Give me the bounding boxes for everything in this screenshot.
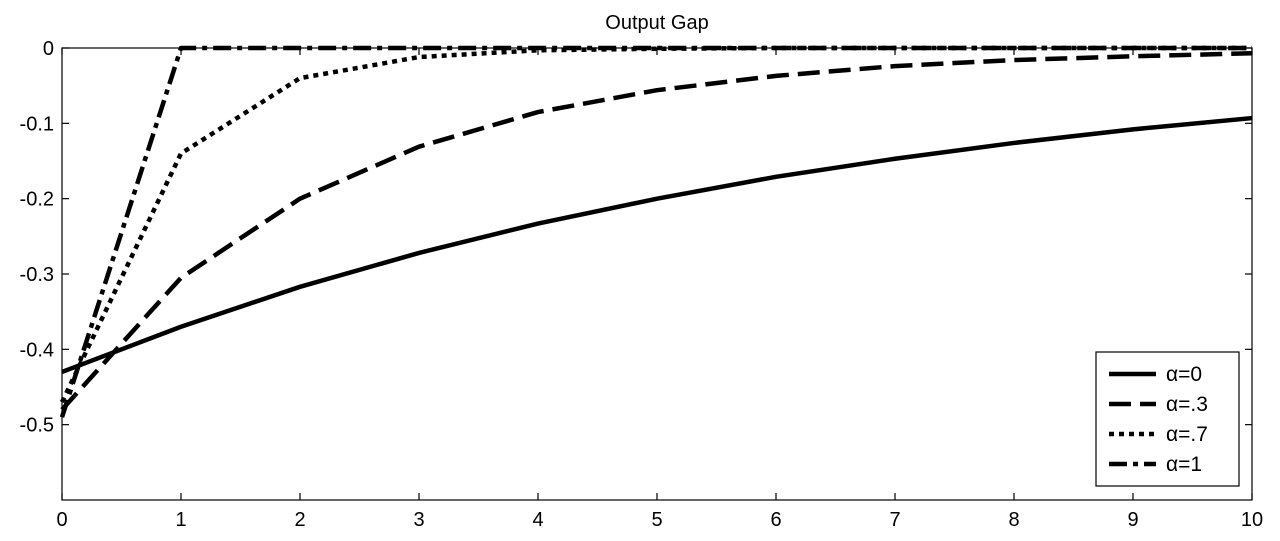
legend-label: α=0 (1166, 363, 1202, 386)
y-tick-label: -0.5 (20, 415, 54, 437)
legend-label: α=.7 (1166, 423, 1208, 446)
series-line-dashed (60, 51, 1253, 412)
x-tick-label: 7 (889, 509, 900, 531)
chart-title: Output Gap (605, 12, 708, 34)
legend: α=0 α=.3 α=.7 α=1 (1095, 351, 1240, 487)
x-tick-label: 1 (175, 509, 186, 531)
y-tick-label: -0.4 (20, 339, 54, 361)
y-tick-label: -0.1 (20, 113, 54, 135)
y-tick-label: -0.3 (20, 264, 54, 286)
axis-ticks: 0 1 2 3 4 5 6 7 8 9 10 0 -0.1 -0.2 -0.3 -0.4 -0.5 (20, 38, 1264, 531)
x-tick-label: 10 (1241, 509, 1263, 531)
legend-label: α=.3 (1166, 393, 1208, 416)
x-tick-label: 4 (532, 509, 543, 531)
x-tick-label: 2 (294, 509, 305, 531)
x-tick-label: 3 (413, 509, 424, 531)
series-line-dashdot (59, 45, 1252, 418)
series-line-dotted (59, 45, 1252, 404)
y-tick-label: 0 (43, 38, 54, 60)
x-tick-label: 5 (651, 509, 662, 531)
x-tick-label: 0 (56, 509, 67, 531)
x-tick-label: 6 (770, 509, 781, 531)
y-tick-label: -0.2 (20, 189, 54, 211)
plot-frame (61, 47, 1253, 501)
series-lines (59, 45, 1253, 418)
x-tick-label: 8 (1008, 509, 1019, 531)
series-line-solid (61, 115, 1253, 375)
legend-label: α=1 (1166, 453, 1202, 476)
x-tick-label: 9 (1127, 509, 1138, 531)
